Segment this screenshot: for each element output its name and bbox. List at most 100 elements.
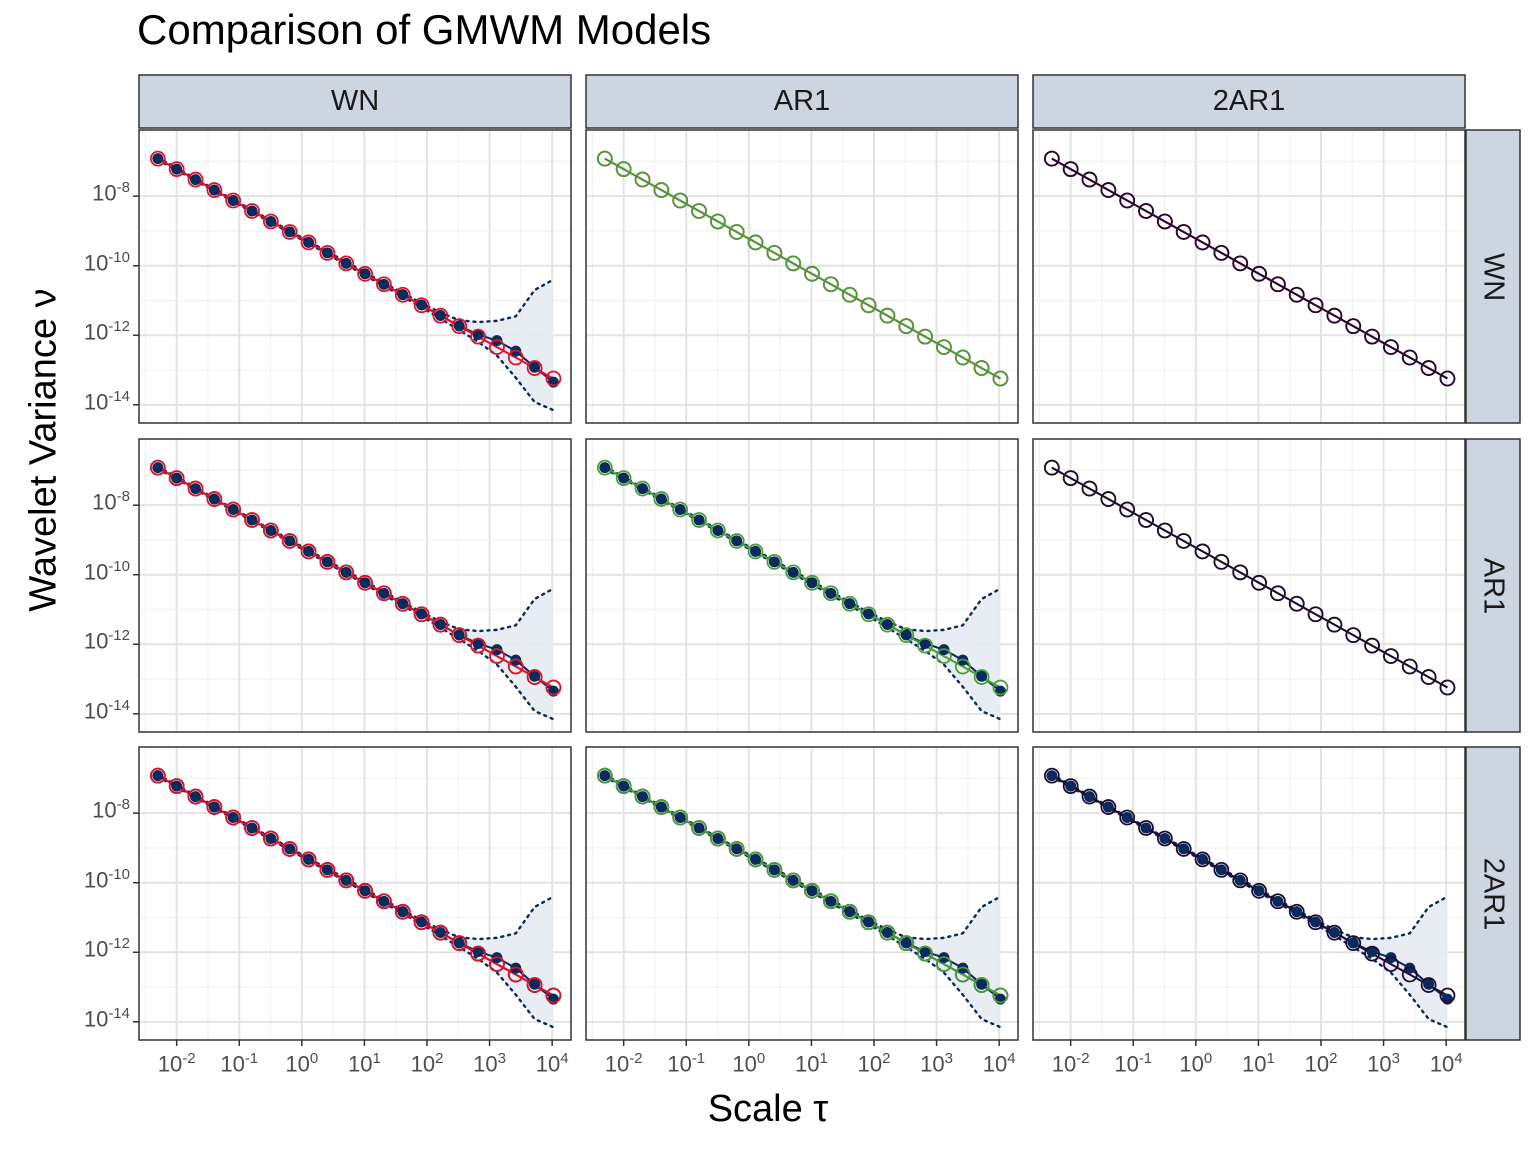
model-point-AR1 [709,522,726,539]
model-point-2AR1 [1439,370,1456,387]
empirical-point [731,535,743,547]
empirical-point [227,504,239,516]
column-strip-label: WN [330,85,380,117]
row-strip-2AR1 [1465,746,1521,1041]
empirical-point [152,462,164,474]
x-tick-label: 103 [920,1050,953,1077]
panel-border [585,746,1019,1041]
model-point-WN [413,297,430,314]
empirical-point [825,895,837,907]
model-point-WN [489,956,505,972]
model-point-2AR1 [1420,360,1437,376]
model-point-WN [376,276,392,293]
empirical-point [787,566,799,578]
model-point-AR1 [766,861,783,878]
model-point-WN [394,595,411,612]
panel-2AR1-WN [138,746,572,1041]
model-point-WN [187,171,204,188]
x-tick-label: 102 [1304,1050,1338,1077]
y-tick-label: 10-12 [83,318,130,345]
model-point-AR1 [709,213,726,230]
model-point-2AR1 [1213,553,1230,570]
panel-border [1032,746,1466,1041]
model-point-AR1 [973,360,990,376]
model-point-AR1 [615,161,632,178]
model-point-AR1 [860,297,877,314]
model-point-AR1 [954,349,971,366]
model-point-2AR1 [1401,658,1418,675]
model-point-AR1 [691,512,707,528]
model-point-AR1 [766,553,783,570]
model-point-WN [149,767,166,784]
empirical-point [190,483,202,495]
x-tick-label: 100 [285,1050,319,1077]
empirical-point [1291,906,1303,918]
model-point-WN [357,265,373,282]
empirical-point [618,472,630,484]
model-point-WN [470,637,486,654]
x-tick-label: 104 [982,1050,1016,1077]
empirical-point [284,226,296,238]
model-line-WN [157,157,554,380]
empirical-point [453,629,465,641]
ci-lower-line [156,775,555,1029]
model-point-2AR1 [1345,935,1362,952]
model-point-WN [526,977,543,993]
model-line-2AR1 [1051,774,1448,997]
model-point-WN [244,512,260,528]
model-point-2AR1 [1043,767,1060,784]
panel-border [138,129,572,424]
empirical-point [750,545,762,557]
model-point-2AR1 [1156,213,1173,230]
empirical-point [599,770,611,782]
model-point-AR1 [860,914,877,931]
model-point-2AR1 [1138,820,1154,836]
panel-background [1033,439,1465,732]
model-point-2AR1 [1232,255,1249,272]
x-tick-label: 10-2 [157,1050,196,1077]
row-strip-AR1 [1465,438,1521,733]
model-point-2AR1 [1062,778,1079,795]
empirical-point [844,598,856,610]
empirical-point [303,545,315,557]
panel-border [138,746,572,1041]
x-tick-label: 10-2 [1051,1050,1090,1077]
empirical-point [453,320,465,332]
model-point-WN [206,491,223,507]
empirical-point [1084,791,1096,803]
model-point-WN [187,788,204,805]
model-point-AR1 [747,543,764,560]
empirical-point [190,174,202,186]
model-point-2AR1 [1364,945,1380,962]
empirical-point [208,493,220,505]
x-axis-label: Scale τ [707,1088,829,1130]
model-point-AR1 [879,924,896,941]
empirical-point [378,278,390,290]
model-point-AR1 [954,658,971,675]
empirical-point [1272,895,1284,907]
empirical-point [434,310,446,322]
model-point-WN [300,543,317,560]
model-point-WN [319,861,336,878]
empirical-point [1310,916,1322,928]
empirical-point [265,832,277,844]
empirical-point [321,864,333,876]
model-point-AR1 [596,459,613,476]
model-point-2AR1 [1043,150,1060,167]
empirical-point [806,577,818,589]
empirical-point [655,801,667,813]
model-point-WN [432,616,449,633]
model-point-WN [526,360,543,376]
model-point-WN [376,585,392,602]
model-point-AR1 [917,637,933,654]
empirical-point [171,780,183,792]
model-point-WN [489,648,505,664]
y-tick-label: 10-8 [92,179,130,206]
model-point-AR1 [709,830,726,847]
empirical-point [1121,812,1133,824]
model-point-WN [545,370,562,387]
empirical-point [529,361,541,373]
model-point-AR1 [860,606,877,623]
empirical-point [900,937,912,949]
model-point-WN [300,234,317,251]
